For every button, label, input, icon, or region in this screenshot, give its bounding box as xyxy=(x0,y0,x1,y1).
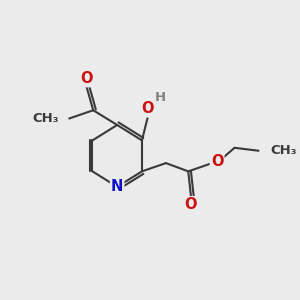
Text: O: O xyxy=(185,197,197,212)
Text: O: O xyxy=(211,154,224,169)
Text: CH₃: CH₃ xyxy=(32,112,59,125)
Text: N: N xyxy=(111,179,123,194)
Text: O: O xyxy=(142,101,154,116)
Text: O: O xyxy=(80,71,93,86)
Text: CH₃: CH₃ xyxy=(270,144,296,157)
Text: H: H xyxy=(154,91,166,103)
